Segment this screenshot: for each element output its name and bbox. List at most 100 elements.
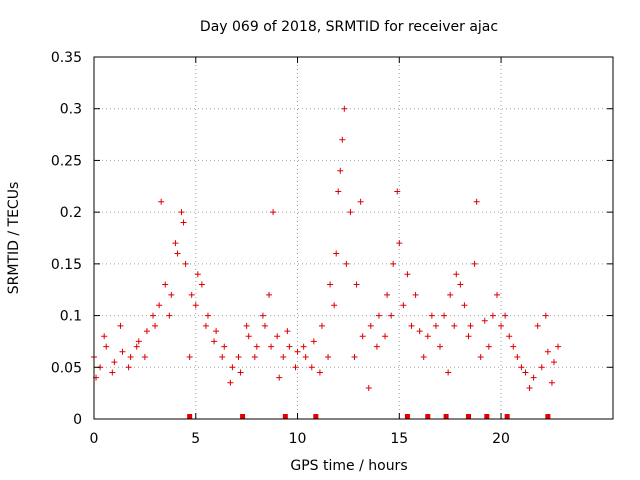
data-point <box>188 291 195 298</box>
data-point <box>103 343 110 350</box>
data-point <box>373 343 380 350</box>
data-point <box>300 343 307 350</box>
data-point <box>162 281 169 288</box>
data-point <box>316 369 323 376</box>
data-point <box>168 291 175 298</box>
data-point <box>194 271 201 278</box>
data-point <box>150 312 157 319</box>
plot-frame <box>93 56 614 420</box>
data-points <box>91 105 562 391</box>
data-point <box>135 338 142 345</box>
data-point <box>337 167 344 174</box>
data-point <box>365 384 372 391</box>
y-tick-label: 0.3 <box>60 102 82 118</box>
data-point <box>353 281 360 288</box>
y-tick-label: 0 <box>73 412 82 428</box>
data-point <box>245 333 252 340</box>
baseline-marker <box>425 414 431 419</box>
x-tick-label: 5 <box>191 431 200 447</box>
data-point <box>388 312 395 319</box>
data-point <box>270 209 277 216</box>
data-point <box>182 260 189 267</box>
data-point <box>325 353 332 360</box>
data-point <box>180 219 187 226</box>
data-point <box>229 364 236 371</box>
data-point <box>125 364 132 371</box>
y-tick-label: 0.35 <box>51 50 82 66</box>
baseline-marker <box>313 414 319 419</box>
data-point <box>471 260 478 267</box>
baseline-marker <box>187 414 193 419</box>
data-point <box>432 322 439 329</box>
data-point <box>198 281 205 288</box>
data-point <box>341 105 348 112</box>
data-point <box>481 317 488 324</box>
data-point <box>390 260 397 267</box>
data-point <box>178 209 185 216</box>
data-point <box>351 353 358 360</box>
data-point <box>204 312 211 319</box>
x-tick-label: 0 <box>90 431 99 447</box>
data-point <box>276 374 283 381</box>
data-point <box>343 260 350 267</box>
data-point <box>400 302 407 309</box>
data-point <box>359 333 366 340</box>
data-point <box>119 348 126 355</box>
data-point <box>477 353 484 360</box>
data-point <box>192 302 199 309</box>
chart-title: Day 069 of 2018, SRMTID for receiver aja… <box>200 19 498 35</box>
baseline-markers <box>187 414 551 419</box>
data-point <box>127 353 134 360</box>
data-point <box>522 369 529 376</box>
data-point <box>382 333 389 340</box>
data-point <box>542 312 549 319</box>
data-point <box>237 369 244 376</box>
data-point <box>506 333 513 340</box>
data-point <box>302 353 309 360</box>
data-point <box>548 379 555 386</box>
data-point <box>514 353 521 360</box>
baseline-marker <box>484 414 490 419</box>
data-point <box>394 188 401 195</box>
data-point <box>294 348 301 355</box>
data-point <box>367 322 374 329</box>
data-point <box>526 384 533 391</box>
data-point <box>274 333 281 340</box>
x-tick-label: 10 <box>289 431 307 447</box>
data-point <box>347 209 354 216</box>
data-point <box>335 188 342 195</box>
data-point <box>243 322 250 329</box>
data-point <box>286 343 293 350</box>
y-tick-label: 0.15 <box>51 257 82 273</box>
data-point <box>530 374 537 381</box>
x-tick-label: 15 <box>390 431 408 447</box>
data-point <box>101 333 108 340</box>
data-point <box>280 353 287 360</box>
data-point <box>437 343 443 350</box>
data-point <box>465 333 472 340</box>
data-point <box>357 198 364 205</box>
data-point <box>310 338 317 345</box>
data-point <box>261 322 268 329</box>
data-point <box>510 343 517 350</box>
data-point <box>253 343 260 350</box>
baseline-marker <box>504 414 510 419</box>
data-point <box>158 198 165 205</box>
data-point <box>428 312 435 319</box>
data-point <box>461 302 468 309</box>
data-point <box>235 353 242 360</box>
x-tick-label: 20 <box>492 431 510 447</box>
data-point <box>384 291 391 298</box>
data-point <box>117 322 124 329</box>
data-point <box>331 302 338 309</box>
y-axis-ticks: 0 0.05 0.1 0.15 0.2 0.25 0.3 0.35 <box>51 50 613 428</box>
data-point <box>221 343 228 350</box>
x-axis-label: GPS time / hours <box>290 458 407 474</box>
data-point <box>498 322 505 329</box>
data-point <box>172 240 179 247</box>
baseline-marker <box>240 414 246 419</box>
data-point <box>213 328 220 335</box>
data-point <box>284 328 291 335</box>
grid-lines <box>94 57 613 419</box>
